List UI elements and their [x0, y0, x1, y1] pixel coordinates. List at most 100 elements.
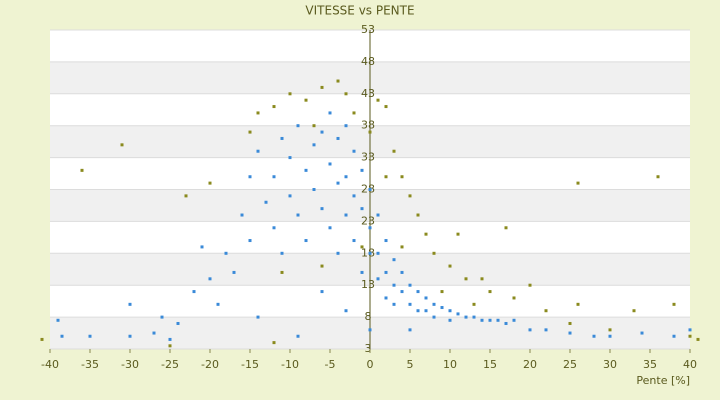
point [352, 194, 356, 198]
point [424, 309, 428, 313]
point [672, 302, 676, 306]
point [368, 130, 372, 134]
x-tick-label: 15 [483, 358, 497, 371]
x-axis-label: Pente [%] [636, 374, 690, 387]
x-tick-label: -10 [281, 358, 299, 371]
point [544, 328, 548, 332]
x-tick-label: -5 [325, 358, 336, 371]
point [60, 334, 64, 338]
point [568, 321, 572, 325]
point [440, 290, 444, 294]
point [480, 318, 484, 322]
point [344, 309, 348, 313]
point [376, 98, 380, 102]
x-tick-label: 0 [367, 358, 374, 371]
point [368, 328, 372, 332]
point [336, 136, 340, 140]
point [472, 315, 476, 319]
point [400, 270, 404, 274]
point [504, 226, 508, 230]
point [280, 270, 284, 274]
point [368, 188, 372, 191]
point [360, 245, 364, 249]
point [200, 245, 204, 249]
point [512, 318, 516, 322]
x-tick-label: -30 [121, 358, 139, 371]
point [392, 283, 396, 287]
point [360, 168, 364, 172]
point [576, 302, 580, 306]
point [400, 245, 404, 249]
y-tick-label: 23 [361, 214, 375, 227]
point [528, 328, 532, 332]
point [192, 290, 196, 294]
point [400, 175, 404, 179]
point [360, 270, 364, 274]
point [296, 124, 300, 128]
y-tick-label: 13 [361, 278, 375, 291]
point [368, 226, 372, 230]
point [408, 302, 412, 306]
x-tick-label: -35 [81, 358, 99, 371]
point [288, 156, 292, 160]
point [424, 232, 428, 236]
point [328, 226, 332, 230]
point [432, 251, 436, 255]
point [312, 143, 316, 147]
chart-title: VITESSE vs PENTE [305, 4, 414, 18]
point [160, 315, 164, 319]
point [376, 213, 380, 217]
point [208, 181, 212, 185]
point [128, 334, 132, 338]
point [408, 194, 412, 198]
point [304, 168, 308, 172]
point [240, 213, 244, 217]
point [448, 264, 452, 268]
point [80, 168, 84, 172]
point [608, 334, 612, 338]
point [56, 318, 60, 322]
point [344, 92, 348, 96]
point [40, 337, 44, 341]
point [320, 207, 324, 211]
point [400, 290, 404, 294]
point [440, 306, 444, 310]
point [688, 328, 692, 332]
point [224, 251, 228, 255]
point [248, 175, 252, 179]
point [672, 334, 676, 338]
point [304, 239, 308, 243]
point [120, 143, 124, 147]
x-tick-label: 35 [643, 358, 657, 371]
point [360, 207, 364, 211]
point [392, 302, 396, 306]
point [352, 239, 356, 243]
point [488, 318, 492, 322]
point [592, 334, 596, 338]
point [344, 124, 348, 128]
point [328, 162, 332, 166]
point [392, 258, 396, 262]
point [264, 200, 268, 204]
point [568, 331, 572, 335]
point [288, 92, 292, 96]
point [456, 312, 460, 316]
x-tick-label: -15 [241, 358, 259, 371]
point [608, 328, 612, 332]
point [528, 283, 532, 287]
point [416, 309, 420, 313]
x-tick-label: 10 [443, 358, 457, 371]
point [320, 290, 324, 294]
point [344, 213, 348, 217]
point [248, 239, 252, 243]
point [352, 111, 356, 115]
x-tick-label: -20 [201, 358, 219, 371]
point [416, 290, 420, 294]
point [496, 318, 500, 322]
point [328, 111, 332, 115]
point [336, 181, 340, 185]
point [320, 130, 324, 134]
point [432, 315, 436, 319]
point [368, 251, 372, 255]
